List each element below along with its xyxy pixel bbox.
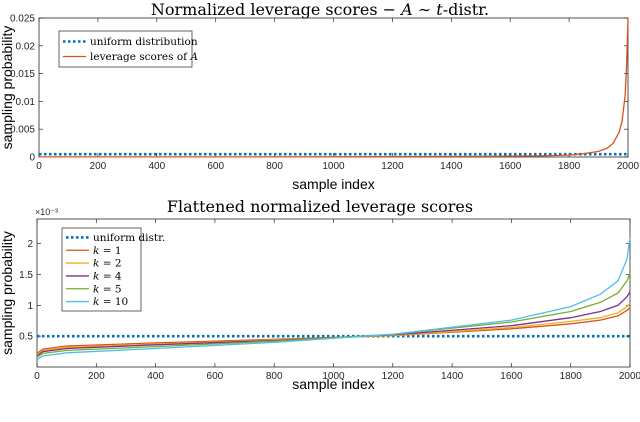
y-tick-label: 0.01 [16,97,36,108]
title-part: A [399,0,413,19]
x-tick-label: 1600 [500,371,523,382]
chart-title: Normalized leverage scores − A ∼ t-distr… [151,0,489,19]
x-tick-label: 400 [148,161,165,172]
x-tick-label: 1200 [381,161,404,172]
title-part: ∼ [413,0,437,19]
x-tick-label: 1400 [441,371,464,382]
y-tick-label: 0.02 [16,41,36,52]
x-tick-label: 600 [207,161,224,172]
y-exponent: ×10⁻³ [35,207,58,217]
bottom-chart: 0 200 400 600 800 1000 1200 1400 1600 1800 2000 0.5… [0,197,640,392]
legend-entry-part: A [189,51,198,63]
y-tick-label: 0 [29,153,35,164]
x-tick-label: 1800 [558,161,581,172]
legend-entry-part: k [93,245,99,257]
legend-entry-part: = 4 [99,270,121,282]
y-tick-label: 0.5 [19,332,33,343]
title-part: Normalized leverage scores − [151,0,401,19]
x-tick-label: 600 [207,371,224,382]
y-tick-label: 0.015 [10,69,35,80]
legend-entry: leverage scores of A [90,51,198,63]
series-line-4 [36,273,631,358]
x-tick-label: 0 [36,161,42,172]
legend-entry-part: k [93,258,99,270]
legend-entry: k = 5 [93,283,122,295]
chart-title: Flattened normalized leverage scores [167,197,473,216]
legend-box [61,227,142,312]
series-line-3 [36,291,631,357]
x-tick-label: 800 [266,371,283,382]
legend-entry-part: leverage scores of [90,51,190,63]
legend-entry-part: k [93,270,99,282]
x-axis-label: sample index [292,376,375,392]
x-axis-label: sample index [292,176,375,192]
y-tick-label: 2 [27,239,33,250]
x-tick-label: 1400 [440,161,463,172]
y-tick-label: 1.5 [19,270,33,281]
legend-entry-part: = 5 [99,283,121,295]
y-tick-label: 1 [27,301,33,312]
legend-entry: uniform distribution [90,36,198,48]
x-tick-label: 0 [34,371,40,382]
legend-entry-part: = 1 [99,245,121,257]
legend-entry: k = 2 [93,258,122,270]
series-line-1 [39,17,629,158]
x-tick-label: 2000 [619,371,640,382]
legend-entry: k = 4 [93,270,122,282]
x-tick-label: 200 [90,161,107,172]
legend-entry-part: = 10 [99,296,128,308]
legend-entry: k = 1 [93,245,122,257]
legend-entry: uniform distr. [93,232,165,244]
x-tick-label: 1200 [382,371,405,382]
y-axis-label: sampling probability [0,26,15,150]
top-chart: 0 200 400 600 800 1000 1200 1400 1600 1800 2000 0 0.… [0,0,640,192]
x-tick-label: 1800 [560,371,583,382]
series-line-2 [36,303,631,356]
legend-entry-part: k [93,296,99,308]
title-part: t [436,0,443,19]
legend-entry-part: = 2 [99,258,121,270]
x-tick-label: 400 [147,371,164,382]
title-part: -distr. [443,0,489,19]
y-tick-label: 0.005 [10,125,35,136]
x-tick-label: 1600 [499,161,522,172]
legend-entry: k = 10 [93,296,128,308]
x-tick-label: 800 [266,161,283,172]
x-tick-label: 1000 [322,371,345,382]
y-tick-label: 0.025 [10,14,35,25]
series-line-5 [36,237,631,361]
legend-box [58,30,193,68]
legend-entry-part: k [93,283,99,295]
x-tick-label: 2000 [617,161,640,172]
x-tick-label: 200 [88,371,105,382]
x-tick-label: 1000 [322,161,345,172]
y-axis-label: sampling probability [0,231,15,355]
